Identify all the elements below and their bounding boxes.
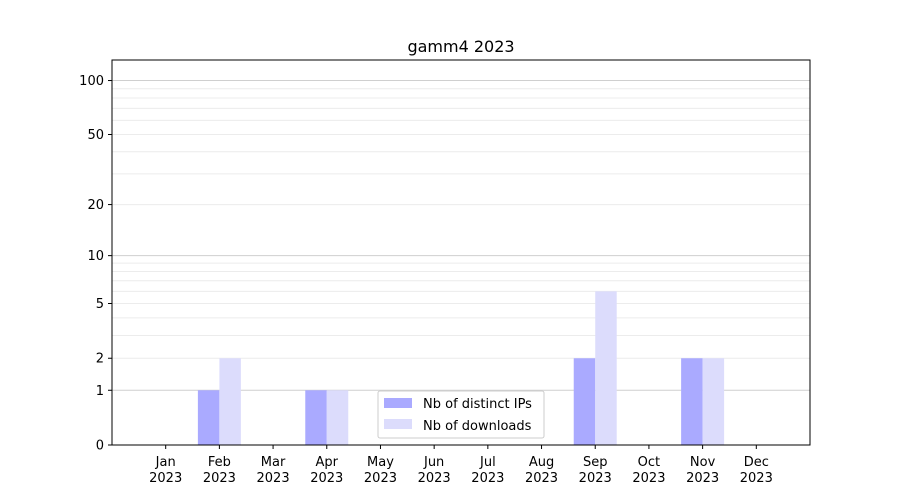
y-tick-label: 2 <box>96 352 104 367</box>
x-tick-label: Mar 2023 <box>257 455 290 486</box>
bar-distinct-ips-4 <box>305 390 327 445</box>
x-tick-label: Jul 2023 <box>471 455 504 486</box>
grid-lines <box>112 80 810 391</box>
bar-distinct-ips-9 <box>573 358 596 445</box>
x-tick-label: Oct 2023 <box>632 455 665 486</box>
x-tick-label: Jan 2023 <box>149 455 182 486</box>
bars <box>197 291 725 445</box>
x-tick-label: Nov 2023 <box>686 455 719 486</box>
y-tick-label: 0 <box>96 439 104 454</box>
bar-distinct-ips-2 <box>197 390 220 445</box>
y-tick-label: 5 <box>96 297 104 312</box>
legend-label-downloads: Nb of downloads <box>423 419 532 434</box>
legend-swatch-distinct-ips <box>384 398 412 408</box>
legend-swatch-downloads <box>384 419 412 429</box>
x-tick-label: Aug 2023 <box>525 455 558 486</box>
bar-distinct-ips-11 <box>681 358 703 445</box>
legend-label-distinct-ips: Nb of distinct IPs <box>423 397 532 412</box>
x-tick-label: Dec 2023 <box>740 455 773 486</box>
y-axis-ticks: 0 1 2 5 10 20 50 100 <box>79 74 112 454</box>
bar-downloads-4 <box>326 390 349 445</box>
y-tick-label: 50 <box>87 128 104 143</box>
x-tick-label: Apr 2023 <box>310 455 343 486</box>
legend-box <box>377 390 545 439</box>
y-tick-label: 10 <box>87 249 104 264</box>
bar-downloads-11 <box>702 358 725 445</box>
plot-frame <box>111 59 811 446</box>
bar-downloads-2 <box>219 358 241 445</box>
bar-downloads-9 <box>595 291 617 445</box>
y-tick-label: 100 <box>79 74 104 89</box>
x-tick-label: May 2023 <box>364 455 397 486</box>
x-tick-label: Jun 2023 <box>418 455 451 486</box>
y-tick-label: 20 <box>87 198 104 213</box>
legend: Nb of distinct IPs Nb of downloads <box>377 390 545 439</box>
y-tick-label: 1 <box>96 384 104 399</box>
chart-title: gamm4 2023 <box>407 37 514 56</box>
x-axis-ticks: Jan 2023 Feb 2023 Mar 2023 Apr 2023 May 2023 Jun 20… <box>149 445 773 486</box>
x-tick-label: Feb 2023 <box>203 455 236 486</box>
x-tick-label: Sep 2023 <box>579 455 612 486</box>
